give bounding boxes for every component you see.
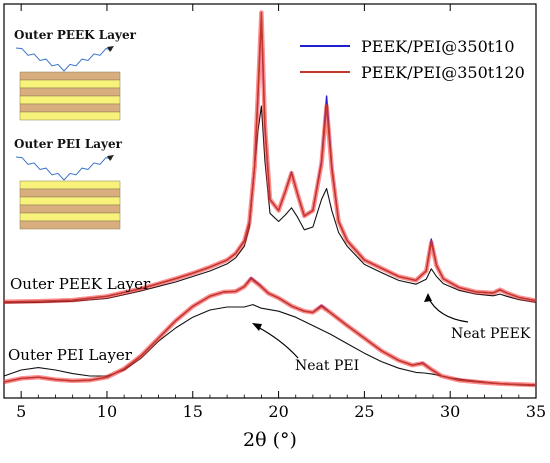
x-axis-label: 2θ (°): [243, 429, 297, 451]
x-tick-label-15: 15: [183, 402, 203, 421]
legend-label-t120: PEEK/PEI@350t120: [361, 63, 525, 82]
legend: PEEK/PEI@350t10 PEEK/PEI@350t120: [300, 37, 525, 82]
x-tick-label-5: 5: [16, 402, 26, 421]
series-peek-pei-350t120: [3, 11, 537, 303]
inset-xray-path-outer-peek-layer: [15, 47, 113, 72]
inset-layer-outer-pei-layer-0: [19, 180, 121, 190]
x-axis-title: 2θ (°): [243, 429, 297, 451]
inset-layer-outer-peek-layer-2: [19, 87, 121, 97]
series-peek-pei-350t10: [3, 17, 537, 303]
inset-label-outer-peek-layer: Outer PEEK Layer: [14, 28, 137, 42]
inset-xray-path-outer-pei-layer: [15, 156, 113, 181]
series-neat-peek: [3, 105, 537, 304]
inset-arrowhead-outer-peek-layer: [107, 46, 114, 52]
neat-pei-arrow: [255, 325, 299, 359]
inset-layer-outer-peek-layer-3: [19, 95, 121, 105]
inset-layer-outer-pei-layer-1: [19, 188, 121, 198]
series-peek-pei-350t120-outer-pei: [3, 278, 537, 386]
legend-label-t10: PEEK/PEI@350t10: [361, 37, 515, 56]
outer-peek-layer-label: Outer PEEK Layer: [10, 275, 151, 293]
x-tick-label-30: 30: [440, 402, 460, 421]
inset-layer-outer-peek-layer-1: [19, 79, 121, 89]
inset-layer-outer-peek-layer-4: [19, 103, 121, 113]
x-tick-label-10: 10: [97, 402, 117, 421]
neat-peek-arrowhead: [424, 293, 432, 302]
neat-pei-label: Neat PEI: [295, 358, 359, 374]
x-tick-label-35: 35: [526, 402, 546, 421]
inset-layer-outer-pei-layer-5: [19, 220, 121, 230]
structure-insets: Outer PEEK Layer Outer PEI Layer: [14, 28, 137, 230]
data-curves: [3, 10, 537, 388]
axes-box: [3, 3, 537, 399]
x-tick-label-25: 25: [354, 402, 374, 421]
annotations: Outer PEEK Layer Outer PEI Layer Neat PE…: [8, 275, 531, 374]
inset-arrowhead-outer-pei-layer: [107, 155, 114, 161]
inset-layer-outer-pei-layer-2: [19, 196, 121, 206]
neat-peek-label: Neat PEEK: [451, 326, 531, 342]
x-tick-label-20: 20: [268, 402, 288, 421]
neat-peek-arrow: [427, 296, 469, 323]
inset-layer-outer-peek-layer-0: [19, 71, 121, 81]
inset-layer-outer-pei-layer-4: [19, 212, 121, 222]
neat-pei-arrowhead: [252, 323, 262, 331]
plot-frame: [3, 3, 537, 399]
inset-layer-outer-pei-layer-3: [19, 204, 121, 214]
outer-pei-layer-label: Outer PEI Layer: [8, 346, 133, 364]
x-ticks: 5 10 15 20 25 30 35: [16, 4, 546, 421]
inset-label-outer-pei-layer: Outer PEI Layer: [14, 137, 123, 151]
inset-layer-outer-peek-layer-5: [19, 111, 121, 121]
